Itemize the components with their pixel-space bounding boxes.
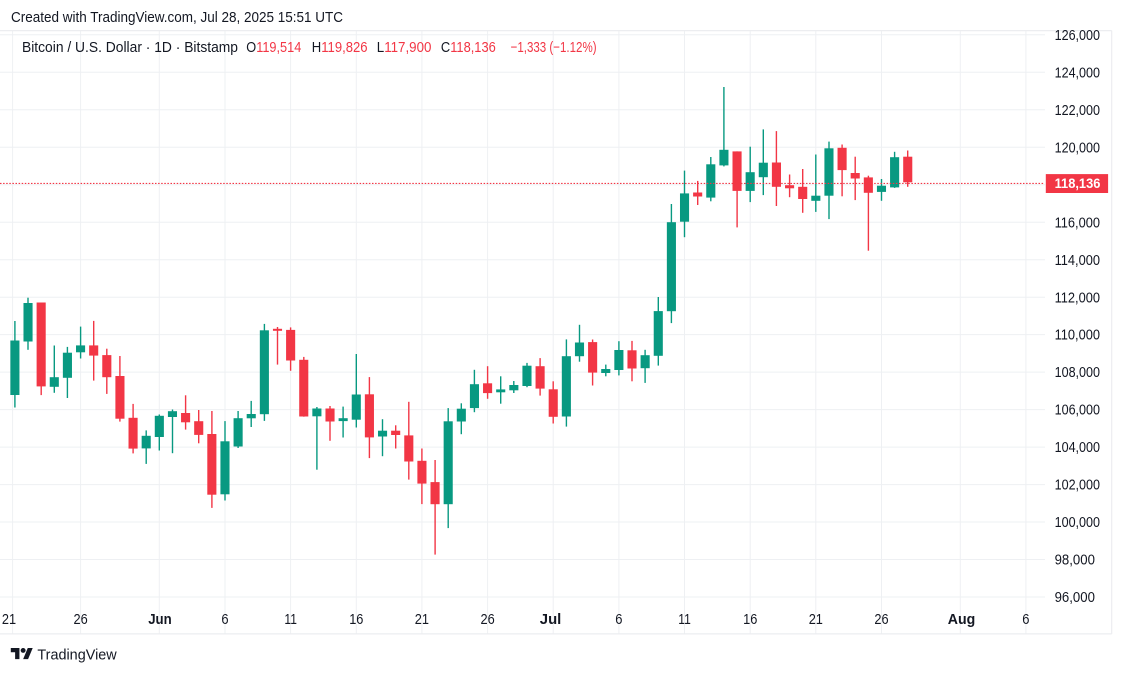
svg-text:110,000: 110,000	[1055, 327, 1100, 344]
svg-text:C118,136: C118,136	[441, 40, 496, 56]
svg-text:102,000: 102,000	[1055, 477, 1100, 494]
svg-text:26: 26	[874, 611, 888, 628]
svg-text:114,000: 114,000	[1055, 252, 1100, 269]
svg-text:Created with TradingView.com,: Created with TradingView.com, Jul 28, 20…	[11, 9, 343, 26]
svg-text:112,000: 112,000	[1055, 289, 1100, 306]
svg-text:6: 6	[615, 611, 622, 628]
svg-text:6: 6	[1022, 611, 1029, 628]
svg-text:L117,900: L117,900	[377, 40, 432, 56]
svg-text:21: 21	[809, 611, 823, 628]
svg-text:21: 21	[415, 611, 429, 628]
svg-text:100,000: 100,000	[1055, 514, 1100, 531]
svg-text:16: 16	[349, 611, 363, 628]
svg-text:TradingView: TradingView	[37, 647, 117, 663]
svg-text:118,136: 118,136	[1055, 175, 1101, 191]
svg-text:126,000: 126,000	[1055, 27, 1100, 44]
svg-text:120,000: 120,000	[1055, 139, 1100, 156]
svg-text:Jul: Jul	[540, 611, 562, 628]
svg-text:21: 21	[2, 611, 16, 628]
svg-text:96,000: 96,000	[1055, 589, 1095, 606]
svg-text:11: 11	[284, 611, 297, 628]
svg-text:116,000: 116,000	[1055, 214, 1100, 231]
svg-text:16: 16	[743, 611, 757, 628]
svg-text:122,000: 122,000	[1055, 102, 1100, 119]
svg-text:H119,826: H119,826	[312, 40, 368, 56]
svg-text:Jun: Jun	[148, 611, 172, 628]
svg-text:106,000: 106,000	[1055, 402, 1100, 419]
svg-text:−1,333 (−1.12%): −1,333 (−1.12%)	[511, 40, 597, 56]
svg-text:Aug: Aug	[948, 611, 976, 628]
svg-text:Bitcoin / U.S. Dollar · 1D · B: Bitcoin / U.S. Dollar · 1D · Bitstamp	[22, 40, 238, 56]
svg-text:98,000: 98,000	[1055, 552, 1095, 569]
svg-text:124,000: 124,000	[1055, 64, 1100, 81]
svg-text:26: 26	[481, 611, 495, 628]
svg-text:26: 26	[74, 611, 88, 628]
svg-text:104,000: 104,000	[1055, 439, 1100, 456]
svg-text:6: 6	[221, 611, 228, 628]
svg-text:11: 11	[678, 611, 691, 628]
svg-text:O119,514: O119,514	[246, 40, 301, 56]
svg-text:108,000: 108,000	[1055, 364, 1100, 381]
